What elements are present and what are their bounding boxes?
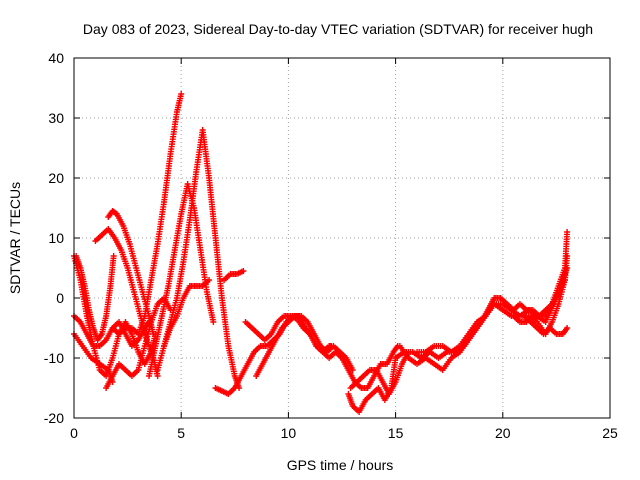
series-arc5 bbox=[92, 226, 161, 379]
y-tick-label: 40 bbox=[48, 50, 64, 66]
x-tick-label: 20 bbox=[495, 425, 511, 441]
data-point bbox=[210, 319, 217, 325]
data-point bbox=[240, 268, 247, 274]
y-tick-label: 20 bbox=[48, 170, 64, 186]
x-tick-label: 10 bbox=[281, 425, 297, 441]
x-tick-labels: 0 5 10 15 20 25 bbox=[70, 425, 618, 441]
series-arc4 bbox=[73, 253, 117, 343]
x-tick-label: 15 bbox=[388, 425, 404, 441]
data-point bbox=[328, 343, 335, 349]
y-tick-label: -20 bbox=[44, 410, 64, 426]
x-axis-label: GPS time / hours bbox=[287, 457, 394, 473]
data-point bbox=[110, 253, 117, 259]
data-point bbox=[154, 373, 161, 379]
y-tick-label: -10 bbox=[44, 350, 64, 366]
plot-frame bbox=[73, 57, 611, 419]
data-point bbox=[564, 229, 571, 235]
series-arc11 bbox=[161, 277, 213, 349]
y-tick-labels: -20 -10 0 10 20 30 40 bbox=[44, 50, 64, 426]
data-point bbox=[564, 325, 571, 331]
y-tick-label: 30 bbox=[48, 110, 64, 126]
y-axis-label: SDTVAR / TECUs bbox=[7, 182, 23, 294]
series-arc23 bbox=[521, 313, 571, 337]
series-arc8 bbox=[109, 91, 185, 337]
data-point bbox=[178, 91, 185, 97]
series-arc19 bbox=[392, 229, 571, 361]
data-point bbox=[564, 253, 571, 259]
chart-title: Day 083 of 2023, Sidereal Day-to-day VTE… bbox=[83, 21, 593, 37]
y-tick-label: 0 bbox=[56, 290, 64, 306]
data-series bbox=[71, 91, 571, 415]
series-arc22 bbox=[510, 253, 571, 325]
series-arc10 bbox=[154, 127, 243, 391]
x-tick-label: 5 bbox=[177, 425, 185, 441]
y-tick-label: 10 bbox=[48, 230, 64, 246]
x-tick-label: 25 bbox=[602, 425, 618, 441]
data-point bbox=[206, 277, 213, 283]
x-tick-label: 0 bbox=[70, 425, 78, 441]
series-arc13 bbox=[221, 268, 247, 283]
